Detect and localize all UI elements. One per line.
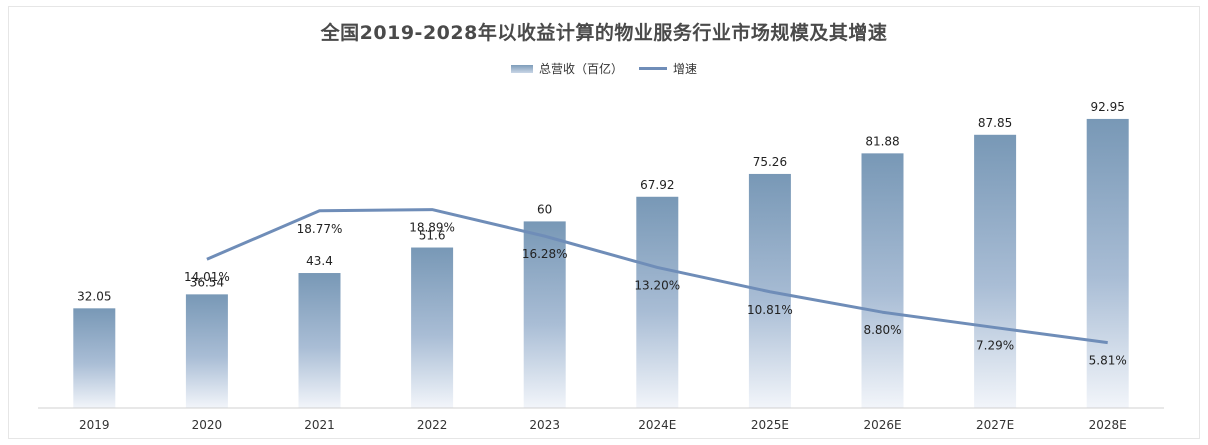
bar-2019[interactable] <box>73 308 116 408</box>
growth-value-label: 8.80% <box>863 323 901 337</box>
growth-line[interactable] <box>206 208 1108 345</box>
bar-value-label: 81.88 <box>865 134 899 148</box>
bar-2026E[interactable] <box>861 153 904 408</box>
growth-value-label: 5.81% <box>1089 354 1127 368</box>
growth-value-label: 14.01% <box>184 270 230 284</box>
growth-value-label: 13.20% <box>634 278 680 292</box>
legend-item-growth[interactable]: 增速 <box>639 60 697 77</box>
bar-value-label: 92.95 <box>1091 100 1125 114</box>
bar-value-label: 43.4 <box>306 254 333 268</box>
bar-value-label: 75.26 <box>753 155 787 169</box>
x-tick-label: 2025E <box>751 418 789 432</box>
x-tick-label: 2022 <box>417 418 448 432</box>
legend-swatch-bar <box>510 64 533 73</box>
bar-value-label: 51.6 <box>419 229 446 243</box>
bar-value-label: 87.85 <box>978 116 1012 130</box>
growth-value-label: 10.81% <box>747 303 793 317</box>
growth-value-label: 18.89% <box>409 221 455 235</box>
bar-2024E[interactable] <box>636 196 679 408</box>
bar-2023[interactable] <box>523 221 566 408</box>
growth-value-label: 7.29% <box>976 339 1014 353</box>
x-tick-label: 2023 <box>529 418 560 432</box>
chart-legend: 总营收（百亿） 增速 <box>0 60 1208 77</box>
legend-item-revenue[interactable]: 总营收（百亿） <box>510 60 623 77</box>
legend-label-growth: 增速 <box>673 62 698 76</box>
growth-value-label: 16.28% <box>522 247 568 261</box>
x-tick-label: 2020 <box>192 418 223 432</box>
bar-value-label: 60 <box>537 202 552 216</box>
x-tick-label: 2019 <box>79 418 110 432</box>
x-tick-label: 2026E <box>863 418 901 432</box>
bar-2027E[interactable] <box>974 134 1017 408</box>
bar-2028E[interactable] <box>1086 118 1129 408</box>
growth-value-label: 18.77% <box>297 222 343 236</box>
legend-swatch-line <box>639 67 667 70</box>
chart-title: 全国2019-2028年以收益计算的物业服务行业市场规模及其增速 <box>320 22 888 44</box>
bar-2021[interactable] <box>298 273 341 408</box>
bar-2020[interactable] <box>185 294 228 408</box>
x-tick-label: 2028E <box>1089 418 1127 432</box>
legend-label-revenue: 总营收（百亿） <box>538 62 623 76</box>
bar-value-label: 67.92 <box>640 178 674 192</box>
x-tick-label: 2024E <box>638 418 676 432</box>
bar-value-label: 36.54 <box>190 275 224 289</box>
x-tick-label: 2027E <box>976 418 1014 432</box>
bar-2022[interactable] <box>411 247 454 408</box>
bar-value-label: 32.05 <box>77 289 111 303</box>
x-tick-label: 2021 <box>304 418 335 432</box>
